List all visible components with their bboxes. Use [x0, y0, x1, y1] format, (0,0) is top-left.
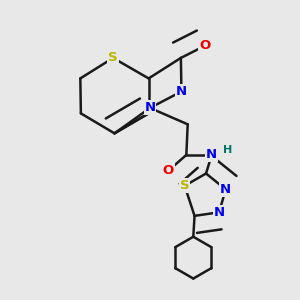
Text: S: S	[180, 179, 190, 192]
Text: N: N	[206, 148, 217, 161]
Text: N: N	[220, 183, 231, 196]
Text: O: O	[163, 164, 174, 177]
Text: O: O	[199, 39, 210, 52]
Text: H: H	[223, 145, 232, 155]
Text: S: S	[108, 51, 118, 64]
Text: N: N	[176, 85, 187, 98]
Text: N: N	[214, 206, 225, 219]
Text: N: N	[144, 101, 156, 114]
